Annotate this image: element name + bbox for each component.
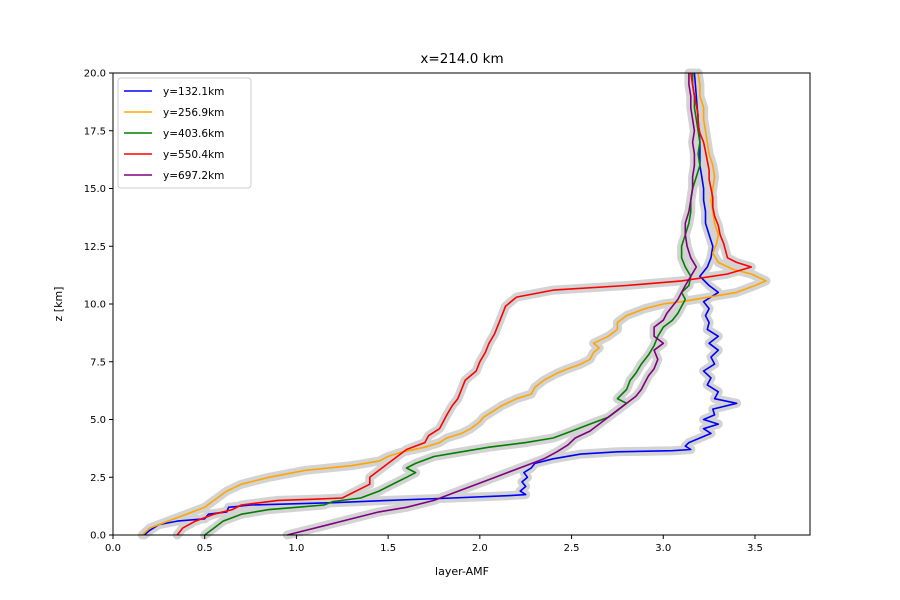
x-tick-label: 3.5 bbox=[747, 543, 763, 554]
x-tick-label: 1.0 bbox=[288, 543, 304, 554]
legend: y=132.1km y=256.9km y=403.6km y=550.4km y=69… bbox=[117, 77, 252, 189]
series-line-5 bbox=[287, 73, 698, 536]
y-tick-label: 20.0 bbox=[84, 69, 106, 80]
chart-title: x=214.0 km bbox=[420, 51, 503, 67]
legend-entry-2: y=256.9km bbox=[163, 107, 224, 119]
y-tick-label: 7.5 bbox=[90, 357, 106, 368]
y-tick-label: 17.5 bbox=[84, 126, 106, 137]
x-tick-label: 2.5 bbox=[564, 543, 580, 554]
x-axis-ticks: 0.0 0.5 1.0 1.5 2.0 2.5 3.0 3.5 bbox=[105, 535, 763, 554]
x-tick-label: 3.0 bbox=[655, 543, 671, 554]
legend-entry-3: y=403.6km bbox=[163, 128, 224, 140]
legend-entry-1: y=132.1km bbox=[163, 86, 224, 98]
x-tick-label: 1.5 bbox=[380, 543, 396, 554]
y-tick-label: 10.0 bbox=[84, 300, 106, 311]
x-axis-label: layer-AMF bbox=[435, 565, 489, 578]
y-tick-label: 12.5 bbox=[84, 242, 106, 253]
y-tick-label: 5.0 bbox=[90, 415, 106, 426]
legend-entry-5: y=697.2km bbox=[163, 170, 224, 182]
y-tick-label: 15.0 bbox=[84, 184, 106, 195]
x-tick-label: 0.5 bbox=[197, 543, 213, 554]
y-tick-label: 2.5 bbox=[90, 473, 106, 484]
series-line-1 bbox=[143, 72, 738, 536]
y-tick-label: 0.0 bbox=[90, 531, 106, 542]
series-lines bbox=[141, 72, 767, 536]
series-line-4 bbox=[176, 72, 753, 536]
legend-entry-4: y=550.4km bbox=[163, 149, 224, 161]
legend-box bbox=[117, 77, 252, 189]
series-line-2 bbox=[141, 72, 767, 536]
x-tick-label: 2.0 bbox=[472, 543, 488, 554]
y-axis-ticks: 0.0 2.5 5.0 7.5 10.0 12.5 15.0 17.5 20.0 bbox=[84, 69, 113, 542]
y-axis-label: z [km] bbox=[52, 287, 65, 322]
x-tick-label: 0.0 bbox=[105, 543, 121, 554]
